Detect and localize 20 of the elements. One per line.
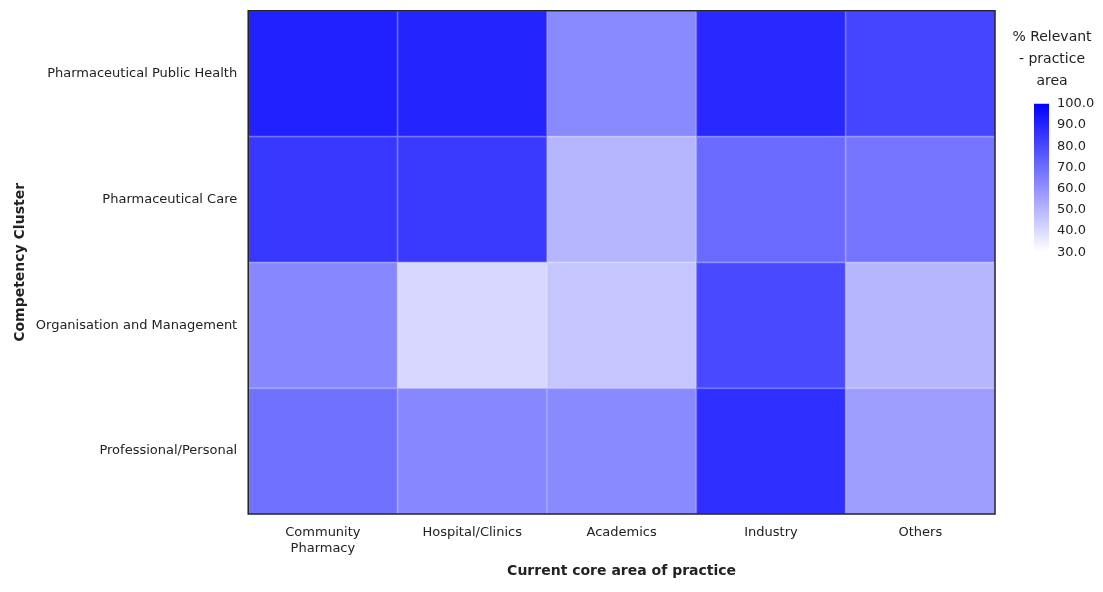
color-bar-label: 90.0 xyxy=(1057,116,1086,132)
x-tick-label: Hospital/Clinics xyxy=(422,524,523,540)
y-tick-label: Pharmaceutical Care xyxy=(102,190,238,206)
color-bar-label: 100.0 xyxy=(1057,95,1095,111)
x-axis-title: Current core area of practice xyxy=(507,562,737,579)
y-tick-label: Organisation and Management xyxy=(35,316,238,332)
color-bar-label: 30.0 xyxy=(1057,243,1086,259)
color-bar-label: 50.0 xyxy=(1057,201,1086,217)
x-tick-label: Community Pharmacy xyxy=(285,524,361,555)
color-bar-label: 80.0 xyxy=(1057,137,1086,153)
y-tick-label: Professional/Personal xyxy=(99,442,238,458)
color-bar-title: % Relevant - practice area xyxy=(1012,27,1093,88)
color-bar-label: 60.0 xyxy=(1057,179,1086,195)
x-tick-label: Others xyxy=(898,524,943,540)
y-axis-title: Competency Cluster xyxy=(11,182,28,342)
x-tick-label: Industry xyxy=(744,524,798,540)
color-bar-label: 40.0 xyxy=(1057,222,1086,238)
x-tick-label: Academics xyxy=(586,524,657,540)
y-tick-label: Pharmaceutical Public Health xyxy=(47,65,238,81)
color-bar-label: 70.0 xyxy=(1057,158,1086,174)
